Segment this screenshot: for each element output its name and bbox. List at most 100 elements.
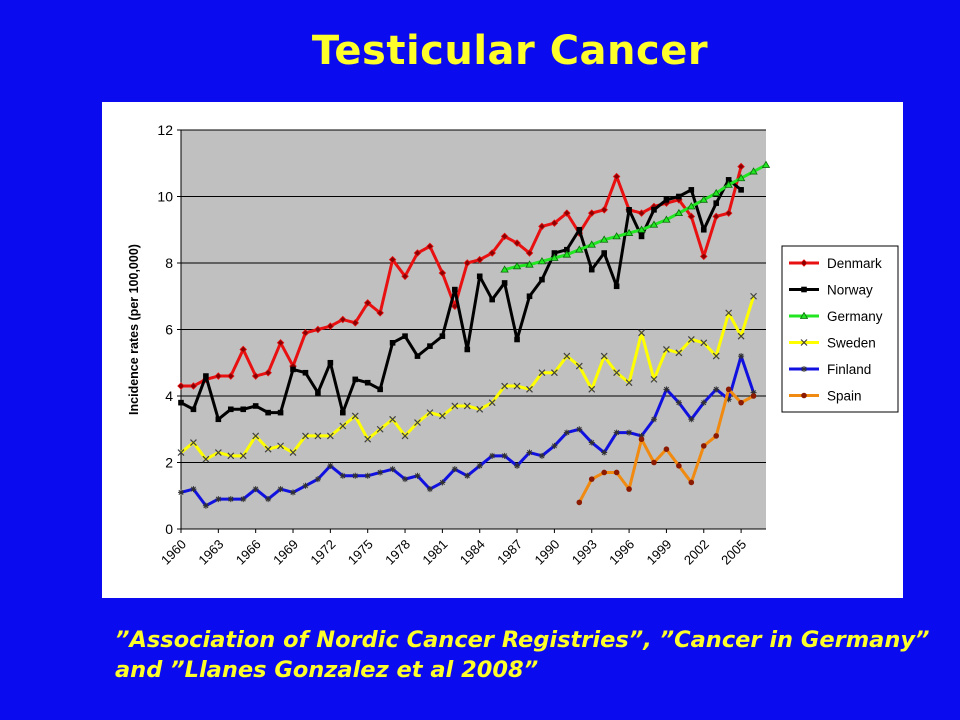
finland-data-point bbox=[277, 486, 284, 493]
x-tick-label: 1984 bbox=[457, 537, 488, 568]
finland-data-point bbox=[638, 432, 645, 439]
legend-marker-germany bbox=[799, 311, 809, 319]
norway-series-line bbox=[180, 178, 743, 421]
germany-data-point bbox=[712, 188, 721, 197]
norway-data-point bbox=[564, 246, 570, 253]
sweden-data-point bbox=[563, 352, 571, 360]
x-tick-label: 1975 bbox=[345, 537, 376, 568]
germany-data-point bbox=[662, 215, 671, 223]
sweden-data-point bbox=[227, 452, 235, 460]
finland-data-point bbox=[601, 449, 608, 456]
legend-marker-spain bbox=[801, 392, 807, 399]
spain-data-point bbox=[601, 469, 607, 476]
germany-data-point bbox=[500, 265, 509, 273]
spain-data-point bbox=[638, 436, 645, 443]
spain-data-point bbox=[663, 446, 670, 453]
norway-data-point bbox=[340, 409, 346, 416]
sweden-data-point bbox=[326, 432, 334, 440]
slide-title: Testicular Cancer bbox=[311, 28, 709, 74]
spain-data-point bbox=[725, 386, 732, 393]
denmark-data-point bbox=[538, 222, 546, 231]
finland-data-point bbox=[514, 462, 521, 469]
y-tick-label: 10 bbox=[157, 189, 173, 205]
spain-data-point bbox=[688, 479, 695, 486]
spain-data-point bbox=[576, 499, 583, 506]
sweden-data-point bbox=[675, 349, 683, 357]
sweden-data-point bbox=[339, 422, 347, 430]
norway-data-point bbox=[489, 296, 495, 303]
sweden-data-point bbox=[289, 449, 297, 456]
spain-data-point bbox=[651, 459, 657, 466]
finland-data-point bbox=[538, 452, 545, 459]
norway-data-point bbox=[626, 207, 632, 213]
norway-data-point bbox=[252, 403, 259, 409]
sweden-data-point bbox=[414, 419, 421, 427]
finland-data-point bbox=[314, 476, 321, 483]
legend-label-sweden: Sweden bbox=[827, 336, 876, 351]
spain-data-point bbox=[750, 393, 757, 399]
finland-data-point bbox=[588, 439, 595, 446]
sweden-data-point bbox=[190, 439, 197, 446]
norway-data-point bbox=[389, 340, 396, 346]
norway-data-point bbox=[551, 250, 558, 256]
spain-data-point bbox=[626, 486, 632, 492]
norway-data-point bbox=[613, 283, 620, 290]
chart-panel: 0 2 4 6 8 10 12 1960 1963 1966 1969 1972 1975 1978 198… bbox=[102, 102, 903, 598]
denmark-data-point bbox=[600, 206, 608, 214]
norway-data-point bbox=[414, 353, 421, 359]
sweden-data-point bbox=[650, 375, 658, 383]
sweden-data-point bbox=[501, 382, 509, 390]
sweden-data-point bbox=[476, 405, 484, 413]
finland-data-point bbox=[563, 429, 570, 436]
finland-data-point bbox=[476, 462, 483, 469]
y-tick-label: 6 bbox=[165, 322, 173, 338]
finland-data-point bbox=[252, 486, 259, 493]
norway-data-point bbox=[178, 399, 184, 406]
finland-data-point bbox=[738, 353, 745, 360]
legend-marker-norway bbox=[801, 286, 807, 293]
sweden-data-point bbox=[314, 432, 322, 440]
germany-data-point bbox=[749, 167, 758, 175]
finland-data-point bbox=[451, 466, 458, 473]
denmark-data-point bbox=[438, 269, 447, 277]
norway-data-point bbox=[427, 343, 433, 349]
finland-data-point bbox=[190, 486, 197, 493]
denmark-data-point bbox=[513, 239, 521, 247]
y-tick-label: 4 bbox=[165, 388, 173, 404]
denmark-data-point bbox=[587, 209, 596, 217]
legend-marker-sweden bbox=[800, 339, 808, 346]
germany-data-point bbox=[537, 257, 547, 265]
x-tick-label: 1960 bbox=[158, 537, 189, 568]
denmark-data-point bbox=[550, 219, 559, 227]
denmark-data-point bbox=[488, 249, 496, 257]
germany-data-point bbox=[550, 253, 559, 261]
finland-data-point bbox=[464, 472, 471, 479]
sweden-data-point bbox=[588, 385, 596, 393]
germany-series-line bbox=[504, 163, 767, 272]
denmark-data-point bbox=[737, 162, 745, 171]
x-tick-label: 1978 bbox=[382, 537, 413, 568]
sweden-data-point bbox=[364, 435, 372, 443]
denmark-data-point bbox=[388, 255, 397, 264]
sweden-data-point bbox=[351, 412, 359, 420]
germany-data-point bbox=[525, 260, 534, 268]
finland-data-point bbox=[700, 399, 707, 406]
sweden-data-point bbox=[737, 332, 745, 340]
x-tick-label: 2005 bbox=[718, 537, 749, 568]
denmark-data-point bbox=[712, 212, 720, 221]
sweden-data-point bbox=[302, 432, 309, 440]
norway-data-point bbox=[725, 177, 732, 183]
sweden-data-point bbox=[214, 449, 222, 456]
sweden-data-point bbox=[463, 402, 471, 410]
sweden-data-point bbox=[700, 339, 708, 347]
sweden-data-point bbox=[488, 399, 496, 407]
norway-data-point bbox=[240, 406, 247, 413]
norway-data-point bbox=[215, 416, 222, 423]
sweden-data-point bbox=[513, 382, 521, 390]
germany-data-point bbox=[612, 232, 621, 240]
finland-data-point bbox=[439, 479, 446, 486]
finland-data-point bbox=[688, 416, 695, 423]
sweden-data-point bbox=[687, 336, 695, 343]
germany-data-point bbox=[736, 173, 746, 182]
denmark-series-line bbox=[181, 166, 743, 388]
